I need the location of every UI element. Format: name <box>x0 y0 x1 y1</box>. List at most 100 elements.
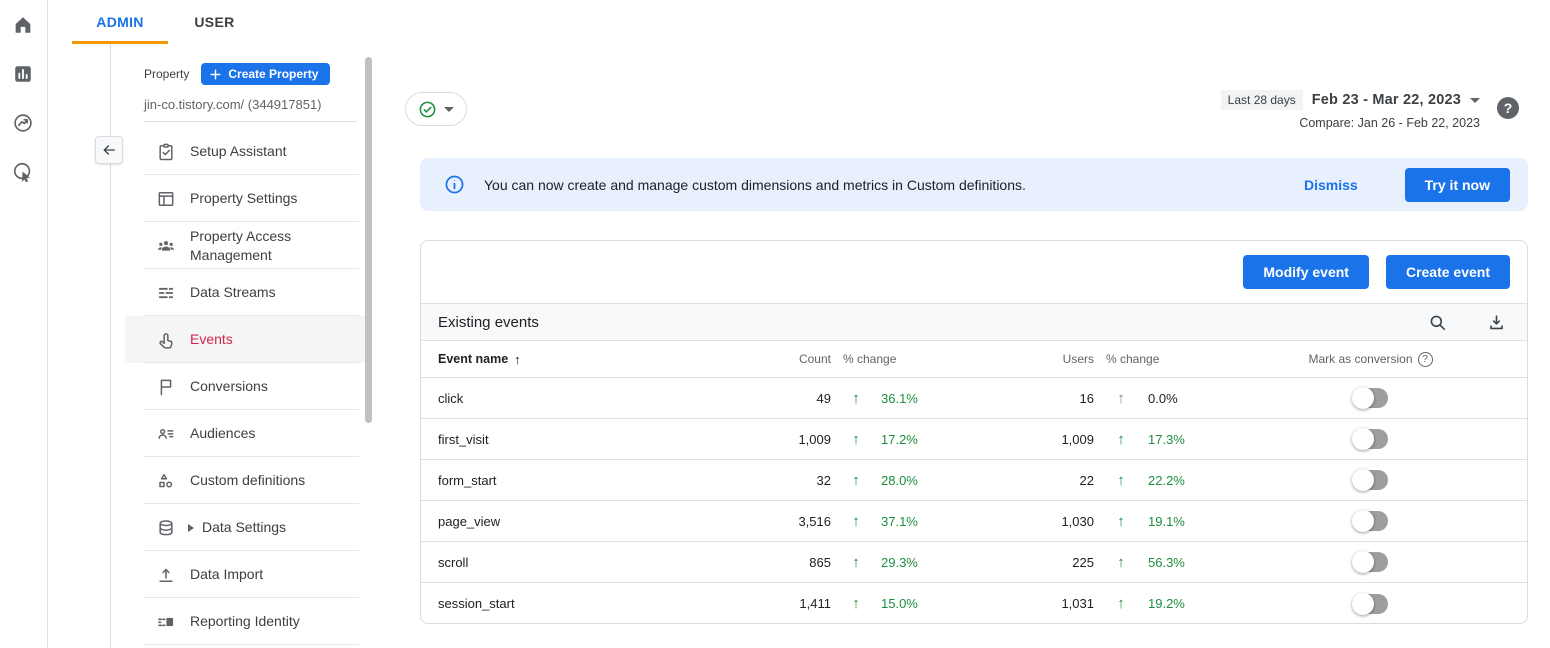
users-up-arrow-icon: ↑ <box>1117 512 1125 530</box>
sidebar-item-data-streams[interactable]: Data Streams <box>125 269 365 316</box>
sidebar-item-label: Reporting Identity <box>190 613 300 630</box>
help-icon[interactable]: ? <box>1497 97 1519 119</box>
table-row: form_start 32 ↑ 28.0% 22 ↑ 22.2% <box>421 460 1527 501</box>
plus-icon <box>210 68 221 80</box>
event-count: 1,411 <box>799 596 831 611</box>
sidebar-item-label: Events <box>190 331 233 348</box>
event-name: page_view <box>438 513 501 529</box>
mark-as-conversion-toggle[interactable] <box>1231 510 1510 532</box>
sidebar-item-conversions[interactable]: Conversions <box>125 363 365 410</box>
sidebar-item-label: Audiences <box>190 425 256 442</box>
event-users: 1,009 <box>1061 431 1094 447</box>
sidebar-item-label: Data Import <box>190 566 264 583</box>
mark-as-conversion-toggle[interactable] <box>1231 469 1510 491</box>
sidebar-scrollbar[interactable] <box>365 57 372 423</box>
upload-icon <box>156 565 176 585</box>
left-nav-rail <box>0 0 48 648</box>
property-header: Property Create Property <box>111 44 372 85</box>
chevron-down-icon <box>444 106 454 112</box>
shapes-icon <box>156 471 176 491</box>
sidebar-item-data-settings[interactable]: Data Settings <box>125 504 365 551</box>
sidebar-item-reporting-identity[interactable]: Reporting Identity <box>125 598 365 645</box>
home-icon[interactable] <box>12 14 36 38</box>
count-change: 15.0% <box>881 596 918 611</box>
sidebar-item-events[interactable]: Events <box>125 316 365 363</box>
back-arrow-icon <box>103 145 115 155</box>
event-users: 1,030 <box>1061 513 1094 529</box>
event-actions: Modify event Create event <box>421 241 1527 303</box>
create-property-label: Create Property <box>228 67 319 81</box>
mark-as-conversion-toggle[interactable] <box>1231 592 1510 615</box>
collapse-account-column-button[interactable] <box>95 136 123 164</box>
column-count[interactable]: Count <box>798 352 831 366</box>
count-up-arrow-icon: ↑ <box>852 553 860 571</box>
column-users-change: % change <box>1106 352 1160 366</box>
sidebar-item-label: Conversions <box>190 378 268 395</box>
try-it-now-button[interactable]: Try it now <box>1404 167 1510 202</box>
property-status-chip[interactable] <box>405 92 467 126</box>
search-icon[interactable] <box>1428 313 1447 332</box>
mark-as-conversion-toggle[interactable] <box>1231 551 1510 573</box>
banner-message: You can now create and manage custom dim… <box>484 176 1026 193</box>
table-body: click 49 ↑ 36.1% 16 ↑ 0.0% first_visit 1… <box>421 378 1527 623</box>
modify-event-button[interactable]: Modify event <box>1243 255 1369 289</box>
users-up-arrow-icon: ↑ <box>1117 430 1125 448</box>
sidebar-item-custom-definitions[interactable]: Custom definitions <box>125 457 365 504</box>
event-count: 49 <box>816 390 831 406</box>
column-mark-as-conversion: Mark as conversion ? <box>1231 351 1510 367</box>
clipboard-check-icon <box>156 142 176 162</box>
sidebar-item-audiences[interactable]: Audiences <box>125 410 365 457</box>
table-header-row: Event name ↑ Count % change Users % chan… <box>421 341 1527 378</box>
property-selector[interactable]: jin-co.tistory.com/ (344917851) <box>144 97 322 112</box>
users-up-arrow-icon: ↑ <box>1117 389 1125 407</box>
help-circle-icon[interactable]: ? <box>1417 351 1433 367</box>
column-count-change: % change <box>843 352 897 366</box>
event-name: first_visit <box>438 431 489 447</box>
count-change: 29.3% <box>881 554 918 570</box>
count-up-arrow-icon: ↑ <box>852 471 860 489</box>
date-range-picker[interactable]: Last 28 days Feb 23 - Mar 22, 2023 Compa… <box>1220 90 1480 130</box>
info-banner: You can now create and manage custom dim… <box>420 158 1528 211</box>
audiences-icon <box>156 424 176 444</box>
table-row: first_visit 1,009 ↑ 17.2% 1,009 ↑ 17.3% <box>421 419 1527 460</box>
sidebar-item-label: Setup Assistant <box>190 143 287 160</box>
count-change: 17.2% <box>881 431 918 447</box>
sidebar-item-label: Custom definitions <box>190 472 306 489</box>
users-change: 56.3% <box>1148 554 1185 570</box>
advertising-icon[interactable] <box>12 161 36 185</box>
check-circle-icon <box>419 101 436 117</box>
create-event-button[interactable]: Create event <box>1385 255 1510 289</box>
table-toolbar: Existing events <box>421 303 1527 341</box>
download-icon[interactable] <box>1487 313 1506 332</box>
sidebar-item-data-import[interactable]: Data Import <box>125 551 365 598</box>
column-event-name[interactable]: Event name ↑ <box>438 351 521 367</box>
main-content: Last 28 days Feb 23 - Mar 22, 2023 Compa… <box>372 44 1550 648</box>
touch-icon <box>156 330 176 350</box>
mark-as-conversion-toggle[interactable] <box>1231 387 1510 409</box>
people-icon <box>156 236 176 256</box>
users-change: 19.2% <box>1148 596 1185 611</box>
sort-ascending-icon: ↑ <box>514 351 521 367</box>
sidebar-item-property-settings[interactable]: Property Settings <box>125 175 365 222</box>
data-streams-icon <box>156 283 176 303</box>
table-title: Existing events <box>438 313 539 331</box>
tab-admin[interactable]: ADMIN <box>72 0 168 44</box>
reports-icon[interactable] <box>12 63 36 87</box>
explore-icon[interactable] <box>12 112 36 136</box>
users-change: 19.1% <box>1148 513 1185 529</box>
chevron-down-icon <box>1470 97 1480 103</box>
sidebar-item-property-access-management[interactable]: Property Access Management <box>125 222 365 269</box>
sidebar-item-setup-assistant[interactable]: Setup Assistant <box>125 128 365 175</box>
users-change: 22.2% <box>1148 472 1185 488</box>
mark-as-conversion-toggle[interactable] <box>1231 428 1510 450</box>
create-property-button[interactable]: Create Property <box>201 63 331 85</box>
event-count: 865 <box>809 554 831 570</box>
tab-user[interactable]: USER <box>194 14 235 30</box>
existing-events-card: Modify event Create event Existing event… <box>420 240 1528 624</box>
count-change: 36.1% <box>881 390 918 406</box>
table-row: page_view 3,516 ↑ 37.1% 1,030 ↑ 19.1% <box>421 501 1527 542</box>
dismiss-button[interactable]: Dismiss <box>1303 176 1358 193</box>
event-users: 1,031 <box>1061 596 1094 611</box>
identity-icon <box>156 612 176 632</box>
column-users[interactable]: Users <box>1062 352 1094 366</box>
